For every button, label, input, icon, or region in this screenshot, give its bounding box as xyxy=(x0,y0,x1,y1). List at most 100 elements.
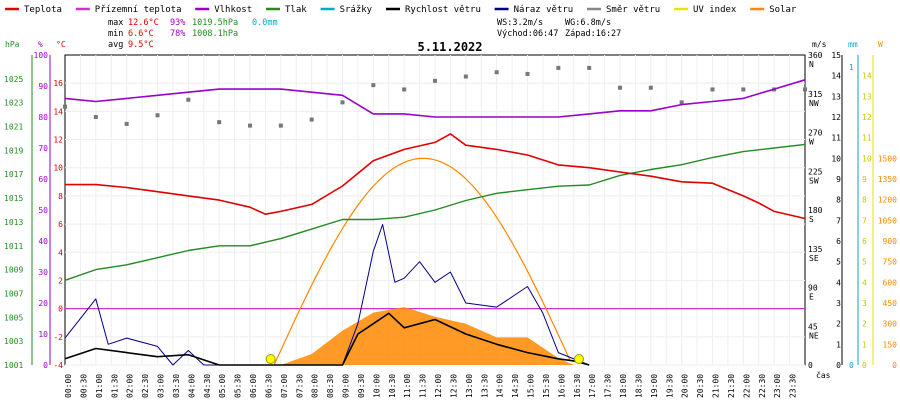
wind-dir-tick-8: 360 xyxy=(808,51,823,60)
legend-label-4: Srážky xyxy=(340,5,373,15)
wind-ms-tick-3: 3 xyxy=(836,299,841,308)
unit-mm: mm xyxy=(848,40,858,49)
wind-dir-dot-6 xyxy=(248,123,252,128)
unit-headers: hPa % °C m/s mm W čas xyxy=(5,40,883,380)
wind-ms-tick-6: 6 xyxy=(836,237,841,246)
wind-ms-tick-1: 1 xyxy=(836,340,841,349)
wind-dir-card-7: NW xyxy=(809,99,819,108)
solar-tick-6: 900 xyxy=(883,237,898,246)
pressure-tick-2: 1005 xyxy=(4,313,23,322)
wind-dir-dot-24 xyxy=(803,87,807,92)
wind-dir-dot-7 xyxy=(278,123,283,128)
legend-label-8: UV index xyxy=(693,5,737,15)
series-layer xyxy=(63,65,807,366)
wind-dir-dot-14 xyxy=(494,70,499,75)
uv-tick-11: 11 xyxy=(862,134,872,143)
wind-dir-tick-0: 0 xyxy=(808,361,813,370)
humidity-tick-4: 40 xyxy=(38,237,48,246)
wind-dir-tick-4: 180 xyxy=(808,206,823,215)
x-tick-32: 16:00 xyxy=(557,374,566,398)
pressure-tick-10: 1021 xyxy=(4,123,23,132)
x-tick-43: 21:30 xyxy=(727,374,736,398)
x-tick-7: 03:30 xyxy=(172,374,181,398)
x-tick-45: 22:30 xyxy=(758,374,767,398)
wind-ms-tick-15: 15 xyxy=(831,51,841,60)
x-tick-36: 18:00 xyxy=(619,374,628,398)
unit-cas: čas xyxy=(816,370,831,380)
x-tick-25: 12:30 xyxy=(449,374,458,398)
pressure-tick-8: 1017 xyxy=(4,170,23,179)
min-press: 1008.1hPa xyxy=(192,29,238,39)
wind-dir-dot-17 xyxy=(587,65,592,70)
wind-dir-dot-5 xyxy=(217,120,222,125)
grid xyxy=(65,55,805,366)
solar-clear-sky-curve xyxy=(273,157,571,366)
wind-dir-dot-2 xyxy=(124,121,129,126)
max-hum: 93% xyxy=(170,18,185,28)
temp-tick-6: 8 xyxy=(58,192,63,201)
x-tick-34: 17:00 xyxy=(588,374,597,398)
wind-ms-tick-2: 2 xyxy=(836,320,841,329)
wind-ms-tick-7: 7 xyxy=(836,216,841,225)
chart-title: 5.11.2022 xyxy=(417,40,482,54)
wind-dir-dot-0 xyxy=(63,104,67,109)
wind-dir-dot-21 xyxy=(710,87,715,92)
wind-dir-card-4: S xyxy=(809,215,814,224)
wind-dir-card-2: E xyxy=(809,293,814,302)
uv-tick-0: 0 xyxy=(862,361,867,370)
max-label: max xyxy=(108,18,123,28)
x-tick-23: 11:30 xyxy=(419,374,428,398)
humidity-tick-1: 10 xyxy=(38,330,48,339)
wind-dir-dot-15 xyxy=(525,71,530,76)
wind-dir-card-6: W xyxy=(809,138,814,147)
sunrise-stat: Východ:06:47 xyxy=(497,29,558,39)
x-tick-19: 09:30 xyxy=(357,374,366,398)
uv-tick-6: 6 xyxy=(862,237,867,246)
legend: Teplota Přízemní teplota Vlhkost Tlak Srážky… xyxy=(5,5,797,15)
wind-ms-tick-11: 11 xyxy=(831,134,841,143)
x-tick-22: 11:00 xyxy=(403,374,412,398)
temp-tick-9: 14 xyxy=(53,107,63,116)
pressure-tick-12: 1025 xyxy=(4,75,23,84)
wind-ms-tick-4: 4 xyxy=(836,278,841,287)
x-tick-21: 10:30 xyxy=(388,374,397,398)
unit-ms: m/s xyxy=(812,40,827,49)
temp-tick-7: 10 xyxy=(53,164,63,173)
legend-label-1: Přízemní teplota xyxy=(95,5,182,15)
temp-tick-5: 6 xyxy=(58,220,63,229)
humidity-tick-10: 100 xyxy=(34,51,49,60)
wind-speed-stat: WS:3.2m/s xyxy=(497,18,543,28)
humidity-tick-5: 50 xyxy=(38,206,48,215)
wind-dir-dot-19 xyxy=(648,85,653,90)
min-temp: 6.6°C xyxy=(128,29,154,39)
uv-tick-7: 7 xyxy=(862,216,867,225)
x-tick-12: 06:00 xyxy=(249,374,258,398)
x-tick-20: 10:00 xyxy=(372,374,381,398)
uv-tick-9: 9 xyxy=(862,175,867,184)
solar-tick-4: 600 xyxy=(883,278,898,287)
min-label: min xyxy=(108,29,123,39)
x-tick-39: 19:30 xyxy=(665,374,674,398)
pressure-tick-7: 1015 xyxy=(4,194,23,203)
pressure-line xyxy=(64,143,806,281)
wind-speed-line xyxy=(64,312,590,366)
wind-dir-card-3: SE xyxy=(809,254,819,263)
wind-ms-tick-14: 14 xyxy=(831,72,841,81)
pressure-tick-4: 1009 xyxy=(4,266,23,275)
x-tick-44: 22:00 xyxy=(742,374,751,398)
x-tick-6: 03:00 xyxy=(157,374,166,398)
x-tick-15: 07:30 xyxy=(295,374,304,398)
x-tick-8: 04:00 xyxy=(187,374,196,398)
pressure-tick-1: 1003 xyxy=(4,337,23,346)
solar-tick-10: 1500 xyxy=(878,154,897,163)
wind-dir-dot-12 xyxy=(433,78,437,83)
uv-tick-10: 10 xyxy=(862,154,872,163)
unit-pct: % xyxy=(38,40,43,49)
right-axes: 045NE90E135SE180S225SW270W315NW360N01234… xyxy=(808,51,897,370)
legend-label-3: Tlak xyxy=(285,5,307,15)
wind-dir-dot-9 xyxy=(340,100,345,105)
humidity-line xyxy=(64,79,806,118)
solar-area xyxy=(280,307,574,365)
temperature-line xyxy=(65,133,806,220)
